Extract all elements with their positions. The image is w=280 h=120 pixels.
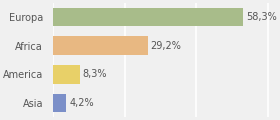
Text: 8,3%: 8,3% bbox=[83, 69, 107, 79]
Bar bbox=[53, 8, 243, 26]
Text: 58,3%: 58,3% bbox=[246, 12, 277, 22]
Bar bbox=[53, 36, 148, 55]
Text: 29,2%: 29,2% bbox=[151, 41, 182, 51]
Text: 4,2%: 4,2% bbox=[69, 98, 94, 108]
Bar bbox=[53, 65, 80, 84]
Bar bbox=[53, 94, 66, 112]
